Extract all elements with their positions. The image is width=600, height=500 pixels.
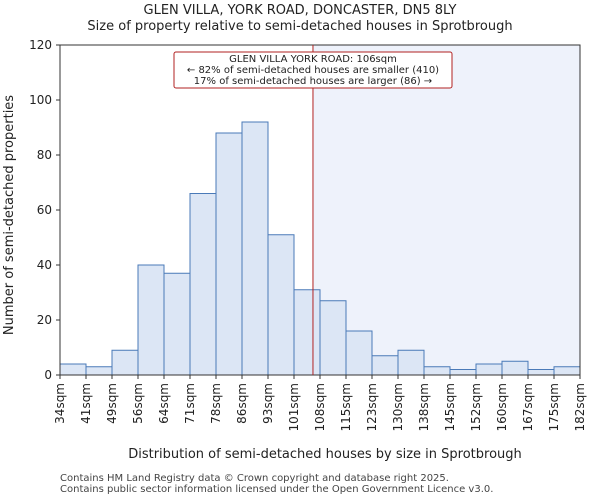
x-tick-label: 78sqm [209,383,223,424]
bar-49sqm [111,349,139,376]
bar-160sqm [501,360,529,376]
x-tick-label: 160sqm [495,383,509,431]
x-tick-label: 41sqm [79,383,93,424]
annotation-line-2: ← 82% of semi-detached houses are smalle… [187,65,439,76]
bar-167sqm [527,369,555,376]
bar-71sqm [189,193,217,376]
x-tick-label: 167sqm [521,383,535,431]
x-tick-label: 71sqm [183,383,197,424]
bar-56sqm [137,264,165,376]
x-tick-label: 86sqm [235,383,249,424]
bar-130sqm [397,349,425,376]
x-tick-label: 49sqm [105,383,119,424]
bar-115sqm [345,330,373,376]
x-tick-label: 138sqm [417,383,431,431]
footer-licence: Contains public sector information licen… [60,484,494,495]
chart-subtitle: Size of property relative to semi-detach… [87,19,513,34]
x-tick-label: 123sqm [365,383,379,431]
larger-region-shading [312,45,580,375]
x-tick-label: 152sqm [469,383,483,431]
annotation-box [173,51,453,89]
y-tick-label: 60 [37,203,52,217]
x-tick-label: 182sqm [573,383,587,431]
y-tick-label: 0 [44,368,52,382]
y-tick-label: 120 [29,38,52,52]
x-axis-label: Distribution of semi-detached houses by … [128,447,522,462]
bar-41sqm [85,366,113,376]
x-tick-label: 64sqm [157,383,171,424]
bar-93sqm [267,234,295,376]
bar-64sqm [163,272,191,376]
bar-138sqm [423,366,451,376]
x-tick-label: 108sqm [313,383,327,431]
bar-175sqm [553,366,581,376]
chart-title: GLEN VILLA, YORK ROAD, DONCASTER, DN5 8L… [143,3,457,18]
marker-annotation: GLEN VILLA YORK ROAD: 106sqm ← 82% of se… [173,51,453,89]
y-tick-label: 80 [37,148,52,162]
bar-78sqm [215,132,243,376]
bar-145sqm [449,369,477,376]
footer-copyright: Contains HM Land Registry data © Crown c… [60,473,449,484]
annotation-line-1: GLEN VILLA YORK ROAD: 106sqm [229,54,397,65]
y-tick-label: 40 [37,258,52,272]
bar-152sqm [475,363,503,376]
x-tick-label: 93sqm [261,383,275,424]
x-tick-label: 130sqm [391,383,405,431]
y-tick-label: 100 [29,93,52,107]
x-tick-label: 175sqm [547,383,561,431]
x-tick-label: 145sqm [443,383,457,431]
x-tick-label: 115sqm [339,383,353,431]
bar-101sqm [293,289,321,376]
bar-34sqm [59,363,87,376]
bar-86sqm [241,121,269,376]
y-axis-label: Number of semi-detached properties [2,95,17,335]
x-tick-label: 56sqm [131,383,145,424]
x-tick-label: 34sqm [53,383,67,424]
x-tick-label: 101sqm [287,383,301,431]
y-tick-label: 20 [37,313,52,327]
bar-123sqm [371,355,399,376]
annotation-line-3: 17% of semi-detached houses are larger (… [194,76,432,87]
bar-108sqm [319,300,347,376]
